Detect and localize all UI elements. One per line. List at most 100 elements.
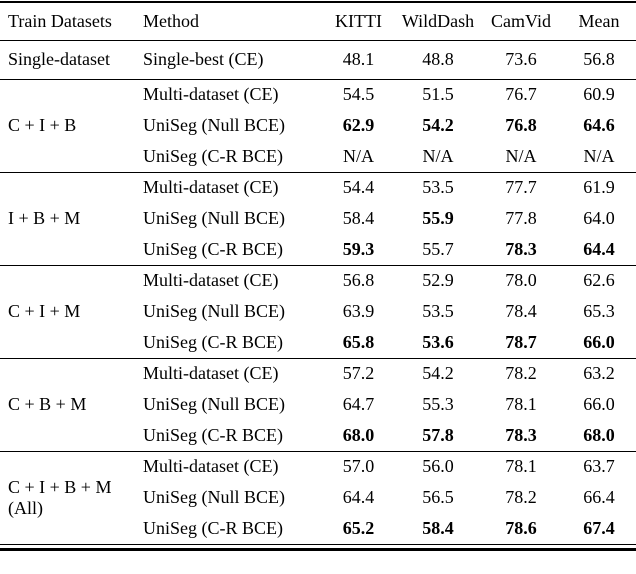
table-row: UniSeg (Null BCE) 64.7 55.3 78.1 66.0 [0, 389, 636, 420]
value-cell-wilddash: 55.7 [422, 238, 454, 259]
value-cell-mean: 64.4 [583, 238, 615, 259]
table-bottom-rule [0, 548, 636, 551]
table-row: Single-dataset Single-best (CE) 48.1 48.… [0, 40, 636, 79]
value-cell-kitti: 54.4 [342, 177, 375, 198]
value-cell-mean: 68.0 [583, 424, 615, 445]
value-cell-kitti: 64.4 [342, 487, 375, 507]
value-cell-wilddash: 53.6 [422, 331, 454, 352]
value-cell-kitti: 57.2 [342, 363, 375, 384]
train-datasets-cell: C + I + B + M (All) [0, 451, 138, 544]
value-cell-camvid: 76.7 [505, 84, 537, 105]
col-header-kitti: KITTI [335, 10, 382, 31]
group-c-i-m: C + I + M Multi-dataset (CE) 56.8 52.9 7… [0, 265, 636, 358]
col-header-mean: Mean [578, 10, 620, 31]
value-cell-kitti: 58.4 [342, 208, 375, 228]
value-cell-kitti: 63.9 [342, 301, 375, 321]
method-cell: Multi-dataset (CE) [143, 363, 279, 384]
method-cell: Multi-dataset (CE) [143, 270, 279, 291]
method-cell: UniSeg (Null BCE) [143, 487, 285, 507]
value-cell-camvid: 78.3 [505, 424, 537, 445]
train-datasets-cell: C + I + B [8, 115, 77, 136]
value-cell-kitti: 64.7 [342, 394, 375, 414]
value-cell-kitti: 54.5 [342, 84, 375, 105]
value-cell-camvid: 78.3 [505, 238, 537, 259]
value-cell-mean: 62.6 [583, 270, 615, 291]
table-row: UniSeg (Null BCE) 63.9 53.5 78.4 65.3 [0, 296, 636, 327]
value-cell-mean: 66.4 [583, 487, 615, 507]
value-cell-kitti: 65.8 [342, 331, 375, 352]
value-cell-camvid: 78.2 [505, 487, 537, 507]
results-table-wrapper: Train Datasets Method KITTI WildDash Cam… [0, 1, 636, 551]
method-cell: UniSeg (Null BCE) [143, 115, 285, 135]
value-cell-camvid: 76.8 [505, 115, 537, 135]
group-c-b-m: C + B + M Multi-dataset (CE) 57.2 54.2 7… [0, 358, 636, 451]
group-c-i-b: C + I + B Multi-dataset (CE) 54.5 51.5 7… [0, 79, 636, 172]
value-cell-mean: 56.8 [583, 49, 615, 69]
value-cell-kitti: 57.0 [342, 456, 375, 477]
value-cell-mean: 60.9 [583, 84, 615, 105]
value-cell-wilddash: 58.4 [422, 517, 454, 538]
value-cell-mean: N/A [583, 145, 615, 166]
method-cell: UniSeg (Null BCE) [143, 394, 285, 414]
value-cell-wilddash: 51.5 [422, 84, 454, 105]
value-cell-camvid: 78.0 [505, 270, 537, 291]
value-cell-kitti: 62.9 [342, 115, 375, 135]
value-cell-camvid: 78.1 [505, 394, 537, 414]
col-header-method: Method [143, 10, 199, 31]
value-cell-camvid: 78.1 [505, 456, 537, 477]
value-cell-camvid: 77.7 [505, 177, 537, 198]
value-cell-wilddash: 52.9 [422, 270, 454, 291]
table-row: UniSeg (Null BCE) 58.4 55.9 77.8 64.0 [0, 203, 636, 234]
method-cell: UniSeg (C-R BCE) [143, 331, 284, 352]
train-datasets-cell: Single-dataset [8, 49, 110, 70]
value-cell-mean: 67.4 [583, 517, 615, 538]
train-datasets-cell: C + B + M [8, 394, 87, 415]
value-cell-camvid: 78.7 [505, 331, 537, 352]
method-cell: Single-best (CE) [143, 49, 264, 69]
method-cell: UniSeg (C-R BCE) [143, 517, 284, 538]
value-cell-camvid: 78.6 [505, 517, 537, 538]
value-cell-wilddash: 48.8 [422, 49, 454, 69]
group-c-i-b-m-all: C + I + B + M (All) Multi-dataset (CE) 5… [0, 451, 636, 544]
value-cell-wilddash: 55.9 [422, 208, 454, 228]
method-cell: UniSeg (Null BCE) [143, 301, 285, 321]
value-cell-mean: 65.3 [583, 301, 615, 321]
value-cell-wilddash: 56.0 [422, 456, 454, 477]
value-cell-wilddash: 54.2 [422, 115, 454, 135]
train-datasets-line2: (All) [8, 497, 43, 518]
method-cell: UniSeg (C-R BCE) [143, 238, 284, 259]
table-row: UniSeg (C-R BCE) N/A N/A N/A N/A [0, 141, 636, 172]
value-cell-mean: 66.0 [583, 331, 615, 352]
table-row: C + I + B + M (All) Multi-dataset (CE) 5… [0, 451, 636, 517]
method-cell: UniSeg (C-R BCE) [143, 424, 284, 445]
method-cell: Multi-dataset (CE) [143, 177, 279, 198]
col-header-train-datasets: Train Datasets [8, 10, 112, 31]
value-cell-kitti: 59.3 [342, 238, 375, 259]
group-single-dataset: Single-dataset Single-best (CE) 48.1 48.… [0, 40, 636, 79]
table-header: Train Datasets Method KITTI WildDash Cam… [0, 2, 636, 40]
value-cell-kitti: 68.0 [342, 424, 375, 445]
table-row: UniSeg (C-R BCE) 65.8 53.6 78.7 66.0 [0, 327, 636, 358]
table-row: UniSeg (Null BCE) 62.9 54.2 76.8 64.6 [0, 110, 636, 141]
group-i-b-m: I + B + M Multi-dataset (CE) 54.4 53.5 7… [0, 172, 636, 265]
value-cell-mean: 63.7 [583, 456, 615, 477]
method-cell: Multi-dataset (CE) [143, 456, 279, 477]
value-cell-wilddash: 57.8 [422, 424, 454, 445]
table-row: C + B + M Multi-dataset (CE) 57.2 54.2 7… [0, 358, 636, 414]
value-cell-mean: 64.0 [583, 208, 615, 228]
value-cell-camvid: 73.6 [505, 49, 537, 69]
method-cell: UniSeg (Null BCE) [143, 208, 285, 228]
train-datasets-cell: C + I + M [8, 301, 81, 322]
value-cell-wilddash: 53.5 [422, 301, 454, 321]
table-row: C + I + M Multi-dataset (CE) 56.8 52.9 7… [0, 265, 636, 321]
header-row: Train Datasets Method KITTI WildDash Cam… [0, 2, 636, 40]
method-cell: UniSeg (C-R BCE) [143, 145, 284, 166]
value-cell-wilddash: 54.2 [422, 363, 454, 384]
col-header-camvid: CamVid [491, 10, 551, 31]
value-cell-wilddash: 53.5 [422, 177, 454, 198]
train-datasets-cell: I + B + M [8, 208, 81, 229]
value-cell-kitti: 56.8 [342, 270, 375, 291]
value-cell-camvid: 78.4 [505, 301, 537, 321]
value-cell-wilddash: 56.5 [422, 487, 454, 507]
table-row: UniSeg (C-R BCE) 65.2 58.4 78.6 67.4 [0, 513, 636, 544]
